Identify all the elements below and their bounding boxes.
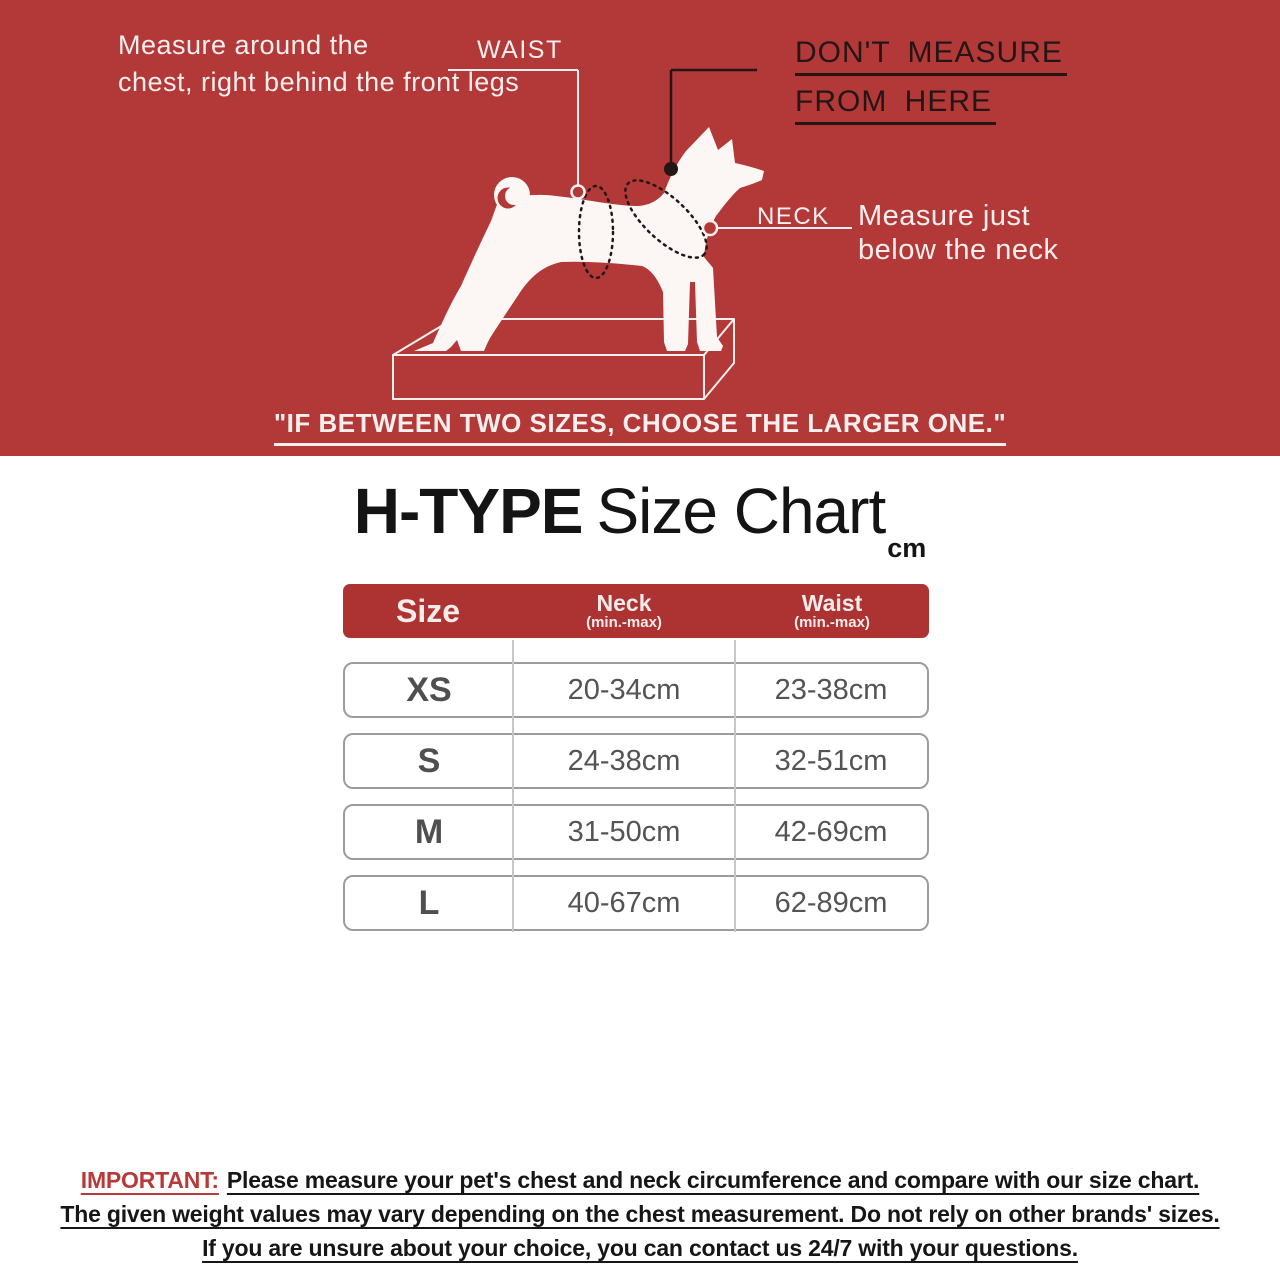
pedestal-box-icon: [392, 318, 735, 400]
page-title: H-TYPE Size Chartcm: [0, 474, 1280, 563]
footer-line-1-text: Please measure your pet's chest and neck…: [226, 1167, 1200, 1193]
table-header-row: Size Neck (min.-max) Waist (min.-max): [343, 584, 929, 638]
title-htype: H-TYPE: [353, 475, 584, 547]
measurement-banner: Measure around the chest, right behind t…: [0, 0, 1280, 456]
dont-measure-point-dot: [664, 162, 678, 176]
sizing-advice-quote: "IF BETWEEN TWO SIZES, CHOOSE THE LARGER…: [0, 408, 1280, 446]
title-unit-cm: cm: [887, 533, 927, 563]
waist-value: 62-89cm: [774, 886, 888, 919]
dont-measure-line2: FROM HERE: [795, 85, 996, 125]
footer-disclaimer: IMPORTANT: Please measure your pet's ches…: [0, 1163, 1280, 1265]
header-size: Size: [395, 592, 461, 629]
size-label: M: [414, 812, 444, 851]
size-label: XS: [406, 670, 452, 709]
neck-label: NECK: [757, 203, 830, 230]
waist-measure-ellipse: [577, 184, 615, 280]
header-neck-range: (min.-max): [586, 614, 662, 631]
waist-value: 42-69cm: [774, 815, 888, 848]
dog-silhouette-icon: [414, 127, 764, 351]
size-label: L: [418, 883, 440, 922]
column-divider-1: [512, 640, 514, 932]
neck-value: 20-34cm: [567, 673, 681, 706]
neck-instruction: Measure just below the neck: [858, 199, 1058, 267]
waist-value: 23-38cm: [774, 673, 888, 706]
chest-instruction-line2: chest, right behind the front legs: [118, 67, 520, 97]
neck-instruction-line1: Measure just: [858, 200, 1031, 232]
dog-measurement-diagram: [392, 68, 852, 400]
footer-line-2: The given weight values may vary dependi…: [60, 1201, 1220, 1227]
header-waist: Waist: [801, 590, 863, 616]
dont-measure-line1: DON'T MEASURE: [795, 36, 1067, 76]
waist-value: 32-51cm: [774, 744, 888, 777]
table-row-l: L 40-67cm 62-89cm: [343, 875, 929, 931]
neck-value: 31-50cm: [567, 815, 681, 848]
dont-measure-callout-line: [664, 68, 757, 176]
title-size-chart: Size Chart: [596, 475, 886, 547]
table-row-xs: XS 20-34cm 23-38cm: [343, 662, 929, 718]
waist-label: WAIST: [477, 36, 563, 64]
waist-callout-line: [448, 69, 586, 200]
size-label: S: [417, 741, 441, 780]
chest-instruction: Measure around the chest, right behind t…: [118, 27, 519, 101]
chest-instruction-line1: Measure around the: [118, 30, 369, 60]
table-row-s: S 24-38cm 32-51cm: [343, 733, 929, 789]
size-chart-table: Size Neck (min.-max) Waist (min.-max) XS…: [343, 582, 929, 932]
column-divider-2: [734, 640, 736, 932]
neck-value: 24-38cm: [567, 744, 681, 777]
table-row-m: M 31-50cm 42-69cm: [343, 804, 929, 860]
neck-value: 40-67cm: [567, 886, 681, 919]
dont-measure-warning: DON'T MEASURE FROM HERE: [795, 36, 1067, 134]
header-neck: Neck: [596, 590, 652, 616]
neck-instruction-line2: below the neck: [858, 234, 1059, 266]
footer-line-3: If you are unsure about your choice, you…: [202, 1235, 1078, 1261]
footer-line-1: IMPORTANT: Please measure your pet's ches…: [0, 1163, 1280, 1197]
neck-callout-line: [701, 219, 852, 237]
important-label: IMPORTANT:: [80, 1167, 219, 1193]
neck-measure-ellipse: [624, 179, 708, 259]
header-waist-range: (min.-max): [794, 614, 870, 631]
